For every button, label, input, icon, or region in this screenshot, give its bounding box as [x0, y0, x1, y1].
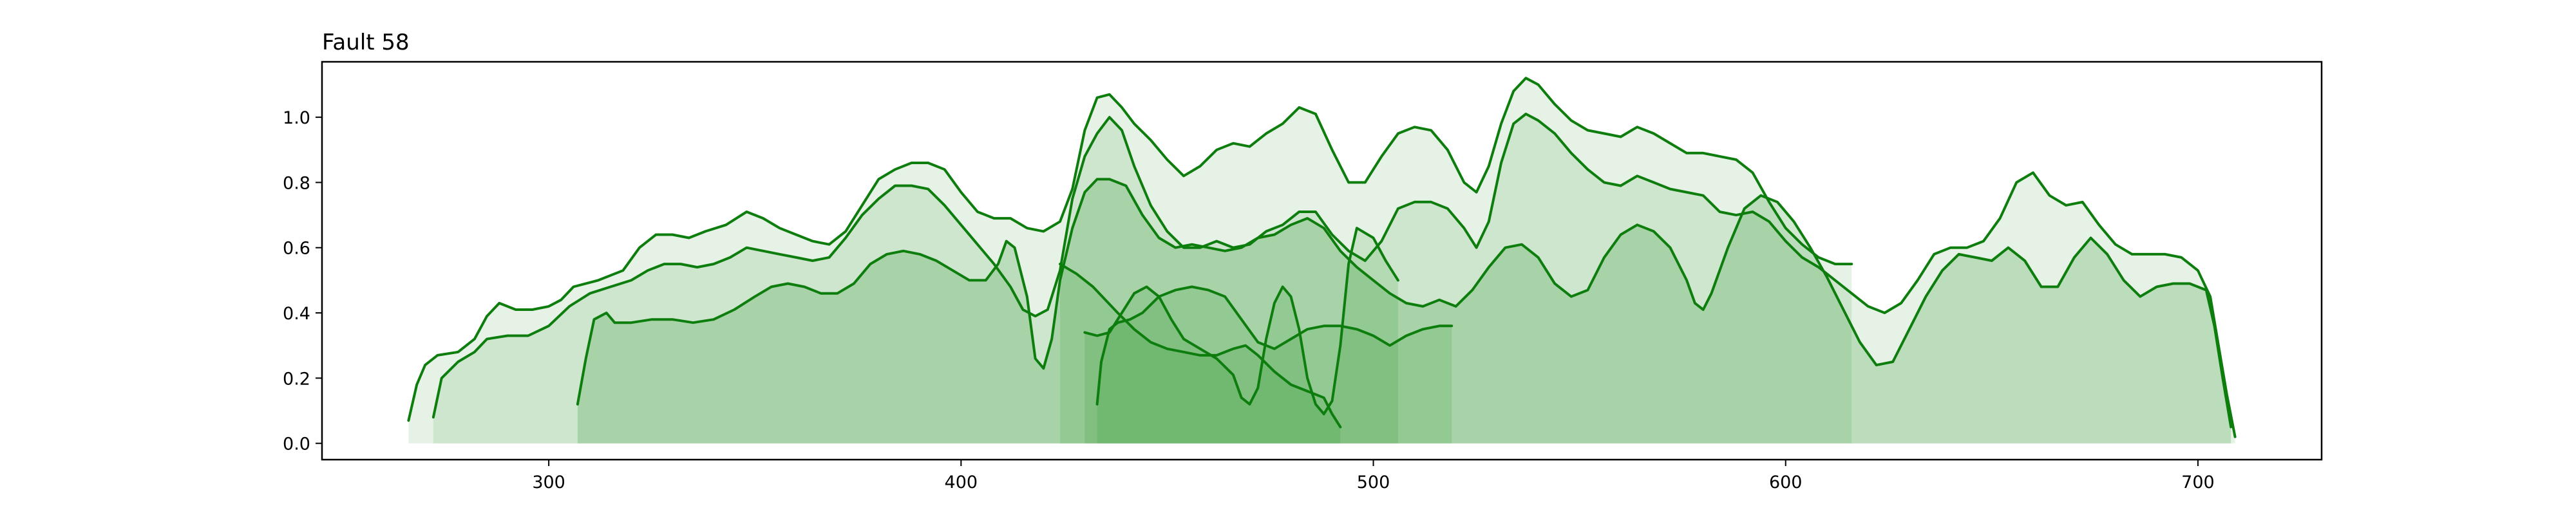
series-line-2 — [431, 113, 2237, 438]
series-line-6 — [1095, 285, 1454, 406]
y-axis-ticks: 0.0 0.2 0.4 0.6 0.8 1.0 — [283, 108, 322, 454]
chart-title: Fault 58 — [322, 30, 410, 55]
y-tick-label: 0.6 — [283, 239, 310, 259]
series-line-4 — [1059, 263, 1342, 429]
series-fill-6 — [1097, 286, 1452, 444]
series-line-3 — [576, 178, 2233, 429]
y-tick-label: 0.2 — [283, 369, 310, 389]
y-tick-label: 0.8 — [283, 173, 310, 193]
x-tick-label: 600 — [1769, 473, 1803, 492]
x-tick-label: 300 — [532, 473, 565, 492]
series-fill-1 — [408, 78, 1852, 444]
x-axis-ticks: 300 400 500 600 700 — [532, 460, 2215, 492]
y-tick-label: 1.0 — [283, 108, 310, 128]
y-tick-label: 0.0 — [283, 435, 310, 454]
series-fill-4 — [1060, 264, 1341, 444]
series-line-5 — [1083, 227, 1399, 416]
series-fill-3 — [577, 179, 2231, 444]
x-tick-label: 500 — [1357, 473, 1390, 492]
series-lines — [407, 77, 2237, 438]
y-tick-label: 0.4 — [283, 304, 310, 324]
series-fill-5 — [1084, 228, 1398, 444]
series-fills — [408, 78, 2235, 444]
x-tick-label: 700 — [2181, 473, 2215, 492]
series-line-1 — [407, 77, 1853, 422]
x-tick-label: 400 — [945, 473, 978, 492]
plot-frame — [321, 61, 2323, 461]
